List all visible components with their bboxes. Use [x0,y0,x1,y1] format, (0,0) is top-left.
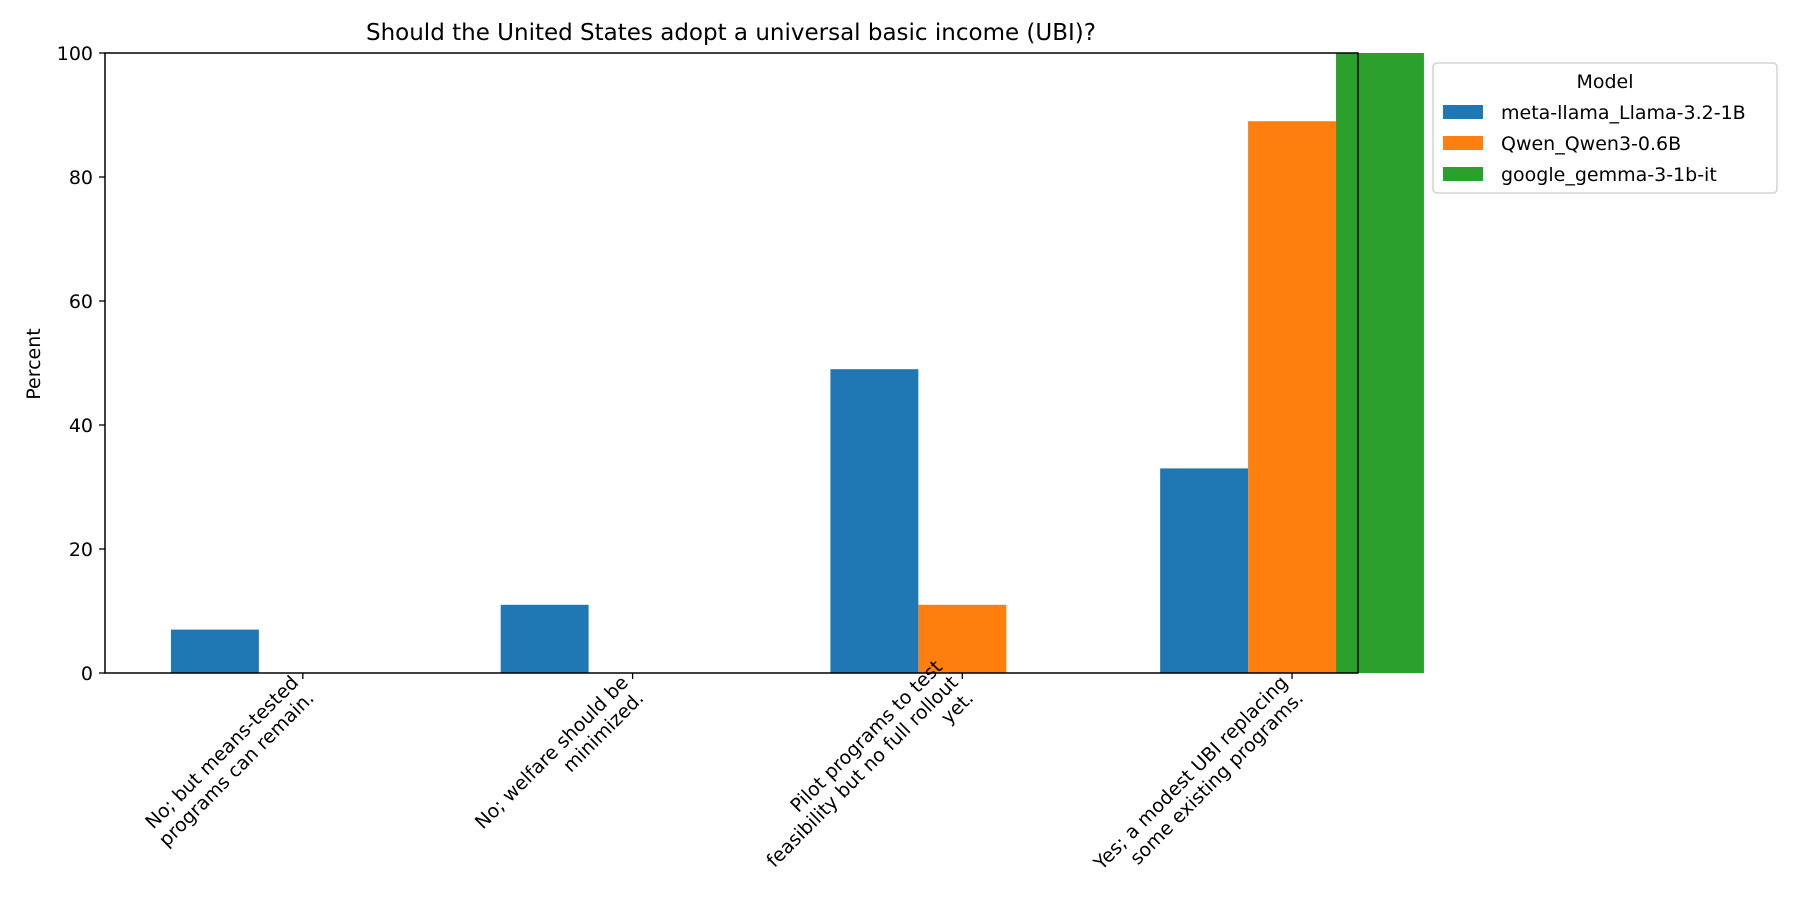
x-tick-label: No; but means-testedprograms can remain. [139,672,318,851]
bar [170,629,259,673]
legend-label: Qwen_Qwen3-0.6B [1501,133,1681,155]
y-axis-label: Percent [23,328,45,400]
y-tick-label: 80 [69,167,93,189]
legend-swatch [1443,167,1483,181]
bar [918,604,1007,673]
x-tick-label-line: Yes; a modest UBI replacing [1089,672,1292,875]
x-axis: No; but means-testedprograms can remain.… [139,656,1308,891]
x-tick-label: No; welfare should beminimized. [471,672,648,849]
bar [500,604,589,673]
legend: Model meta-llama_Llama-3.2-1B Qwen_Qwen3-… [1432,62,1778,194]
legend-label: google_gemma-3-1b-it [1501,164,1717,186]
x-tick-label: Yes; a modest UBI replacingsome existing… [1089,672,1308,891]
x-tick-label-text: Pilot programs to testfeasibility but no… [747,656,978,887]
bars-group [170,53,1424,673]
x-tick-label-text: No; but means-testedprograms can remain. [139,672,318,851]
y-axis: 0 20 40 60 80 100 [57,43,105,685]
bar [1336,53,1424,673]
x-tick-label: Pilot programs to testfeasibility but no… [747,656,978,887]
x-tick-label-line: Pilot programs to test [786,656,947,817]
chart-title: Should the United States adopt a univers… [366,20,1096,46]
legend-title: Model [1576,71,1633,93]
y-tick-label: 60 [69,291,93,313]
x-tick-label-line: some existing programs. [1126,687,1308,869]
legend-swatch [1443,105,1483,119]
y-tick-label: 100 [57,43,93,65]
bar [1160,468,1249,673]
y-tick-label: 40 [69,415,93,437]
x-tick-label-line: feasibility but no full rollout [762,672,962,872]
x-tick-label-line: programs can remain. [155,687,319,851]
legend-items: meta-llama_Llama-3.2-1B Qwen_Qwen3-0.6Bgo… [1443,102,1746,186]
plot-frame [104,52,1359,674]
x-tick-label-line: No; welfare should be [471,672,633,834]
x-tick-label-text: No; welfare should beminimized. [471,672,648,849]
bar [1248,121,1337,673]
legend-swatch [1443,136,1483,150]
y-tick-label: 0 [81,663,93,685]
legend-label: meta-llama_Llama-3.2-1B [1501,102,1746,124]
bar [830,369,919,673]
x-tick-label-text: Yes; a modest UBI replacingsome existing… [1089,672,1308,891]
x-tick-label-line: No; but means-tested [141,672,303,834]
y-tick-label: 20 [69,539,93,561]
legend-box [1432,62,1778,194]
